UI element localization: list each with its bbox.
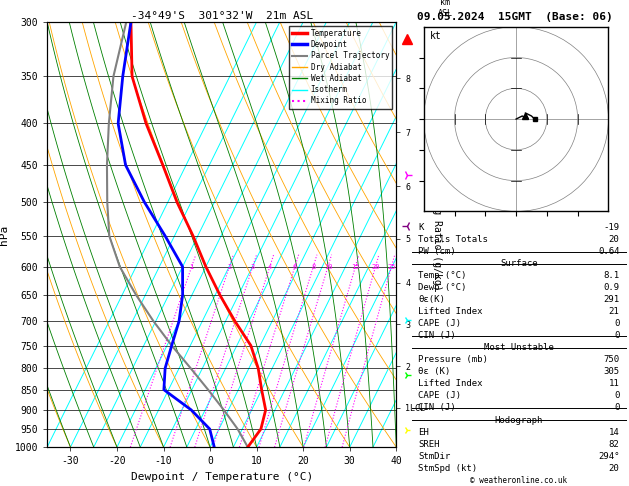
Text: Surface: Surface [500, 259, 538, 268]
Text: Temp (°C): Temp (°C) [418, 271, 467, 280]
Y-axis label: Mixing Ratio (g/kg): Mixing Ratio (g/kg) [432, 179, 442, 290]
Text: 10: 10 [324, 264, 332, 270]
Text: 750: 750 [603, 355, 620, 364]
Y-axis label: hPa: hPa [0, 225, 9, 244]
Text: 0: 0 [614, 403, 620, 413]
Text: Lifted Index: Lifted Index [418, 307, 483, 316]
Text: 0: 0 [614, 331, 620, 340]
Text: 4: 4 [268, 264, 272, 270]
Text: StmDir: StmDir [418, 451, 450, 461]
Text: 8: 8 [311, 264, 315, 270]
Text: 8.1: 8.1 [603, 271, 620, 280]
Text: θε(K): θε(K) [418, 295, 445, 304]
Text: 2: 2 [227, 264, 231, 270]
Text: SREH: SREH [418, 440, 440, 449]
Text: StmSpd (kt): StmSpd (kt) [418, 464, 477, 473]
Text: Most Unstable: Most Unstable [484, 343, 554, 352]
Text: 20: 20 [609, 464, 620, 473]
Text: 0: 0 [614, 319, 620, 328]
Text: 20: 20 [609, 235, 620, 244]
Text: 0: 0 [614, 391, 620, 400]
Text: kt: kt [430, 31, 442, 41]
Text: 82: 82 [609, 440, 620, 449]
Text: 6: 6 [292, 264, 297, 270]
Text: © weatheronline.co.uk: © weatheronline.co.uk [470, 476, 567, 485]
Text: CIN (J): CIN (J) [418, 331, 456, 340]
Text: 3: 3 [250, 264, 255, 270]
Text: 21: 21 [609, 307, 620, 316]
Text: 0.9: 0.9 [603, 283, 620, 292]
Text: 291: 291 [603, 295, 620, 304]
Text: 14: 14 [609, 428, 620, 436]
Text: Dewp (°C): Dewp (°C) [418, 283, 467, 292]
Text: 11: 11 [609, 380, 620, 388]
Text: K: K [418, 223, 424, 232]
Text: Pressure (mb): Pressure (mb) [418, 355, 488, 364]
Text: Totals Totals: Totals Totals [418, 235, 488, 244]
Text: Hodograph: Hodograph [495, 416, 543, 425]
Text: km
ASL: km ASL [438, 0, 453, 17]
Text: 20: 20 [371, 264, 380, 270]
Text: 15: 15 [351, 264, 360, 270]
Title: -34°49'S  301°32'W  21m ASL: -34°49'S 301°32'W 21m ASL [131, 11, 313, 21]
Text: PW (cm): PW (cm) [418, 247, 456, 256]
Text: -19: -19 [603, 223, 620, 232]
Text: 1: 1 [189, 264, 194, 270]
X-axis label: Dewpoint / Temperature (°C): Dewpoint / Temperature (°C) [131, 472, 313, 482]
Text: 294°: 294° [598, 451, 620, 461]
Text: EH: EH [418, 428, 429, 436]
Text: Lifted Index: Lifted Index [418, 380, 483, 388]
Text: 09.05.2024  15GMT  (Base: 06): 09.05.2024 15GMT (Base: 06) [417, 12, 613, 22]
Text: θε (K): θε (K) [418, 367, 450, 376]
Text: 305: 305 [603, 367, 620, 376]
Text: CAPE (J): CAPE (J) [418, 391, 462, 400]
Legend: Temperature, Dewpoint, Parcel Trajectory, Dry Adiabat, Wet Adiabat, Isotherm, Mi: Temperature, Dewpoint, Parcel Trajectory… [289, 26, 392, 108]
Text: CAPE (J): CAPE (J) [418, 319, 462, 328]
Text: CIN (J): CIN (J) [418, 403, 456, 413]
Text: 0.64: 0.64 [598, 247, 620, 256]
Text: 25: 25 [387, 264, 396, 270]
